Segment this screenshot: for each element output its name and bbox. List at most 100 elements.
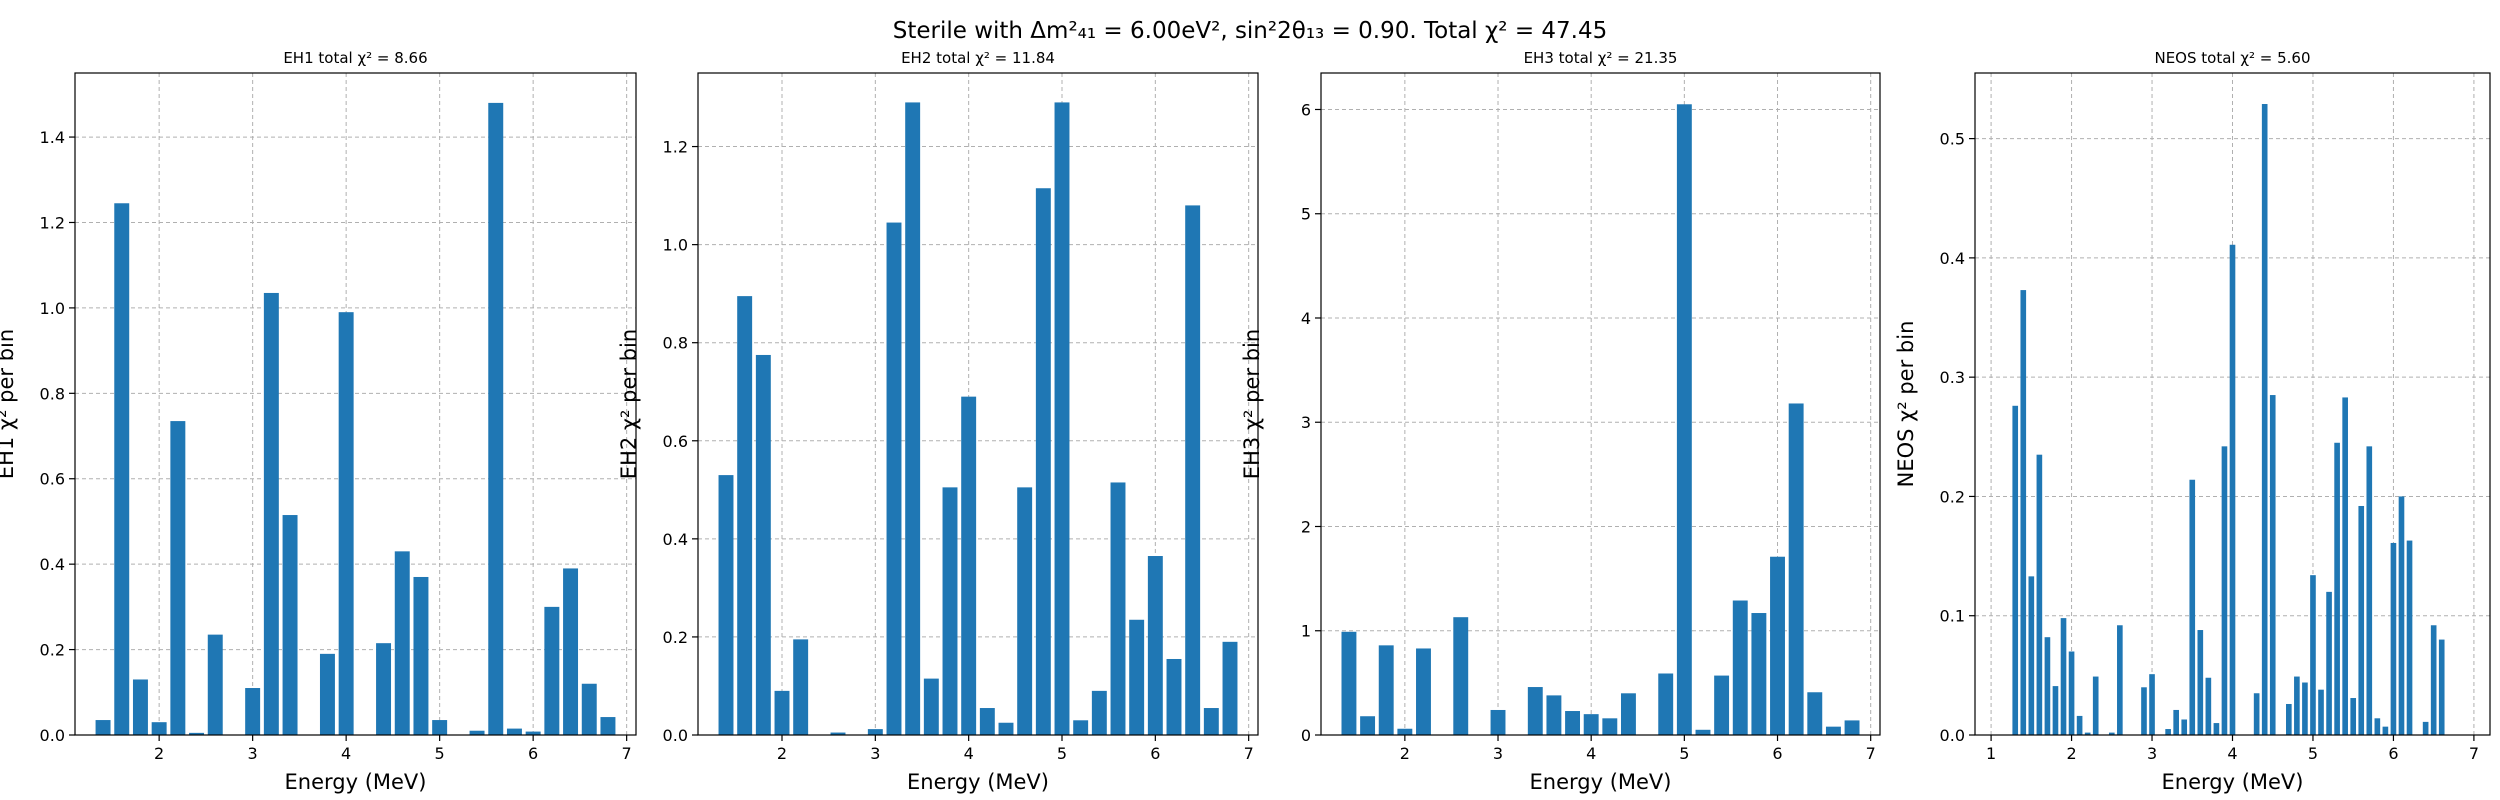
bar — [1546, 695, 1562, 735]
bar — [1416, 648, 1431, 735]
plot-frame — [697, 72, 1259, 736]
bar — [793, 639, 809, 735]
bar — [755, 354, 771, 735]
x-tick-label: 7 — [1244, 744, 1254, 763]
bar — [506, 728, 522, 735]
y-tick-label: 0.2 — [663, 628, 688, 647]
bar — [2149, 674, 2155, 735]
y-axis-label: EH1 χ² per bin — [0, 329, 18, 479]
bar — [488, 102, 504, 735]
x-tick-label: 3 — [1493, 744, 1503, 763]
bar — [2374, 718, 2381, 735]
bar — [2438, 639, 2445, 735]
y-tick-label: 0.5 — [1940, 130, 1965, 149]
bar — [2334, 442, 2340, 735]
x-axis-label: Energy (MeV) — [907, 770, 1049, 794]
x-tick-label: 6 — [2388, 744, 2398, 763]
bar — [830, 732, 846, 735]
panel-title: EH3 total χ² = 21.35 — [1524, 49, 1678, 67]
x-tick-label: 5 — [1679, 744, 1689, 763]
x-tick-label: 1 — [1986, 744, 1996, 763]
x-tick-label: 5 — [1057, 744, 1067, 763]
bar — [2084, 732, 2091, 735]
y-tick-label: 6 — [1301, 100, 1311, 119]
figure-suptitle: Sterile with Δm²₄₁ = 6.00eV², sin²2θ₁₃ =… — [893, 18, 1608, 44]
bar — [1378, 645, 1394, 735]
bar — [2205, 677, 2212, 735]
y-axis-label: EH2 χ² per bin — [617, 329, 641, 479]
y-tick-label: 0.2 — [40, 641, 65, 660]
y-tick-label: 0.6 — [40, 470, 65, 489]
bar — [1844, 720, 1860, 735]
x-tick-label: 6 — [1150, 744, 1160, 763]
bar — [413, 576, 429, 735]
bar — [394, 551, 410, 735]
x-tick-label: 2 — [1400, 744, 1410, 763]
x-tick-label: 4 — [2227, 744, 2237, 763]
y-tick-label: 1.0 — [663, 236, 688, 255]
bar — [1073, 720, 1089, 735]
bar — [1129, 619, 1145, 735]
bar — [2189, 479, 2196, 735]
bar — [2076, 715, 2083, 735]
bar — [170, 421, 186, 735]
bar — [737, 296, 753, 735]
bar — [2213, 723, 2220, 735]
bar — [544, 606, 560, 735]
x-tick-label: 3 — [2147, 744, 2157, 763]
bar — [2294, 676, 2300, 735]
bar — [1788, 403, 1804, 735]
bar — [600, 717, 616, 735]
bar — [1620, 693, 1636, 735]
bar — [282, 515, 298, 735]
x-tick-label: 5 — [435, 744, 445, 763]
bar — [1695, 729, 1711, 735]
bar — [2406, 540, 2413, 735]
bar — [151, 722, 167, 735]
x-tick-label: 7 — [622, 744, 632, 763]
bar — [1770, 556, 1785, 735]
bar — [2012, 405, 2019, 735]
bar — [1035, 188, 1051, 735]
x-tick-label: 4 — [341, 744, 351, 763]
bar — [979, 708, 995, 735]
bar — [1751, 613, 1767, 735]
bar — [1222, 641, 1238, 735]
bar — [2197, 630, 2204, 735]
y-tick-label: 1 — [1301, 622, 1311, 641]
bar — [2269, 395, 2276, 735]
x-tick-label: 6 — [528, 744, 538, 763]
bar — [2229, 244, 2236, 736]
x-tick-label: 5 — [2308, 744, 2318, 763]
bar — [2253, 693, 2260, 735]
bar — [2221, 446, 2228, 735]
bar — [2430, 625, 2437, 735]
y-tick-label: 0.4 — [663, 530, 688, 549]
y-tick-label: 0.4 — [40, 555, 65, 574]
bar — [1166, 658, 1182, 735]
y-tick-label: 4 — [1301, 309, 1311, 328]
bar — [2382, 726, 2389, 735]
bar — [2286, 703, 2292, 735]
y-axis-label: NEOS χ² per bin — [1894, 321, 1918, 488]
y-tick-label: 1.2 — [663, 138, 688, 157]
bar — [1527, 687, 1543, 735]
bar — [923, 678, 939, 735]
bar — [2036, 454, 2043, 735]
x-tick-label: 4 — [1586, 744, 1596, 763]
bar — [2326, 591, 2332, 735]
bar — [1110, 482, 1126, 735]
bar — [132, 679, 148, 735]
bar — [1185, 205, 1201, 735]
x-tick-label: 6 — [1772, 744, 1782, 763]
y-tick-label: 2 — [1301, 517, 1311, 536]
bar — [774, 690, 790, 735]
y-tick-label: 0.1 — [1940, 607, 1965, 626]
bar — [2044, 637, 2051, 735]
bar — [2390, 542, 2397, 735]
bar — [2366, 446, 2373, 735]
bar — [1565, 711, 1581, 735]
bar — [2108, 732, 2115, 735]
bar — [1203, 708, 1219, 735]
bar — [1453, 617, 1469, 735]
